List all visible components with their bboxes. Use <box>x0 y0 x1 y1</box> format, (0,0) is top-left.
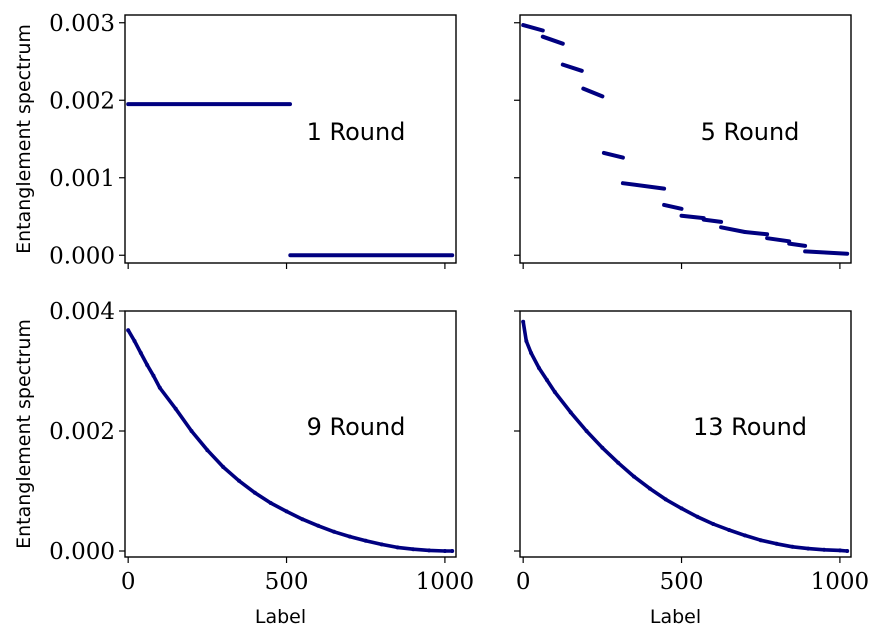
data-point <box>663 497 668 502</box>
data-point <box>845 549 850 553</box>
series-segment <box>787 241 808 248</box>
data-point <box>806 546 811 551</box>
data-point <box>284 509 289 514</box>
data-point <box>237 478 242 483</box>
data-point <box>742 533 747 538</box>
series-segment <box>679 213 706 221</box>
data-point <box>347 534 352 539</box>
plot-frame <box>519 310 852 558</box>
x-tick-label: 1000 <box>416 569 475 595</box>
x-tick-label: 500 <box>265 569 309 595</box>
series-segment <box>560 62 584 73</box>
data-point <box>552 390 557 394</box>
plot-frame <box>124 310 457 558</box>
data-point <box>300 517 305 522</box>
data-point <box>268 501 273 505</box>
data-point <box>647 486 652 491</box>
series-segment <box>540 34 565 46</box>
data-point <box>544 378 549 382</box>
y-tick-label: 0.002 <box>49 88 115 114</box>
series-segment <box>701 217 724 224</box>
data-point <box>790 544 795 549</box>
y-tick-label: 0.000 <box>49 243 115 269</box>
x-tick-label: 0 <box>121 569 136 595</box>
data-point <box>379 542 384 547</box>
data-point <box>450 549 455 553</box>
data-point <box>332 529 337 534</box>
data-point <box>252 490 257 495</box>
data-point <box>411 547 416 552</box>
series-segment <box>765 236 792 244</box>
series-segment <box>521 23 545 33</box>
data-point <box>822 547 827 552</box>
data-point <box>126 328 131 333</box>
data-point <box>524 339 529 343</box>
data-point <box>157 385 162 390</box>
data-point <box>145 363 150 367</box>
y-tick-label: 0.001 <box>49 166 115 192</box>
panel-label: 13 Round <box>693 413 807 441</box>
data-point <box>427 548 432 553</box>
data-point <box>221 465 226 469</box>
data-point <box>616 460 621 465</box>
y-axis-label: Entanglement spectrum <box>13 24 35 254</box>
data-point <box>758 538 763 543</box>
x-axis-label: Label <box>650 606 701 628</box>
chart-panel-3: 0.000 0.002 0.004 0 500 1000 9 Round Entangleme… <box>13 299 474 628</box>
x-axis-label: Label <box>255 606 306 628</box>
data-point <box>529 351 534 355</box>
series-segment <box>803 249 850 256</box>
series-segment <box>620 181 667 191</box>
plot-frame <box>124 14 457 264</box>
data-point <box>316 523 321 528</box>
data-point <box>132 339 137 343</box>
y-axis-label: Entanglement spectrum <box>13 319 35 549</box>
data-point <box>537 366 542 370</box>
panel-label: 1 Round <box>307 118 406 146</box>
x-tick-label: 500 <box>660 569 704 595</box>
data-point <box>138 351 143 355</box>
series-segment <box>662 202 684 211</box>
series-segment <box>601 150 625 160</box>
data-point <box>679 506 684 511</box>
data-point <box>600 445 605 450</box>
data-point <box>632 474 637 479</box>
data-point <box>395 545 400 550</box>
chart-panel-4: 0 500 1000 13 Round Label <box>514 310 870 628</box>
panel-label: 9 Round <box>307 413 406 441</box>
chart-panel-1: 0.000 0.001 0.002 0.003 1 Round Entanglement … <box>13 11 457 269</box>
x-tick-label: 1000 <box>811 569 870 595</box>
x-tick-label: 0 <box>516 569 531 595</box>
data-point <box>837 548 842 553</box>
y-tick-label: 0.003 <box>49 11 115 37</box>
data-point <box>151 373 156 378</box>
data-point <box>695 514 700 519</box>
data-point <box>189 429 194 433</box>
chart-panel-2: 5 Round <box>514 14 852 269</box>
data-point <box>727 528 732 532</box>
data-point <box>205 448 210 453</box>
data-point <box>363 538 368 543</box>
data-point <box>584 429 589 433</box>
data-point <box>173 406 178 411</box>
series-segment <box>742 230 770 237</box>
data-point <box>521 319 526 324</box>
data-point <box>568 410 573 415</box>
series-segment <box>719 225 747 234</box>
plot-frame <box>519 14 852 264</box>
y-tick-label: 0.000 <box>49 539 115 565</box>
y-tick-label: 0.004 <box>49 299 115 325</box>
series-segment <box>581 86 605 99</box>
panel-label: 5 Round <box>701 118 800 146</box>
data-point <box>442 549 447 553</box>
y-tick-label: 0.002 <box>49 419 115 445</box>
data-point <box>711 522 716 526</box>
data-point <box>774 541 779 546</box>
